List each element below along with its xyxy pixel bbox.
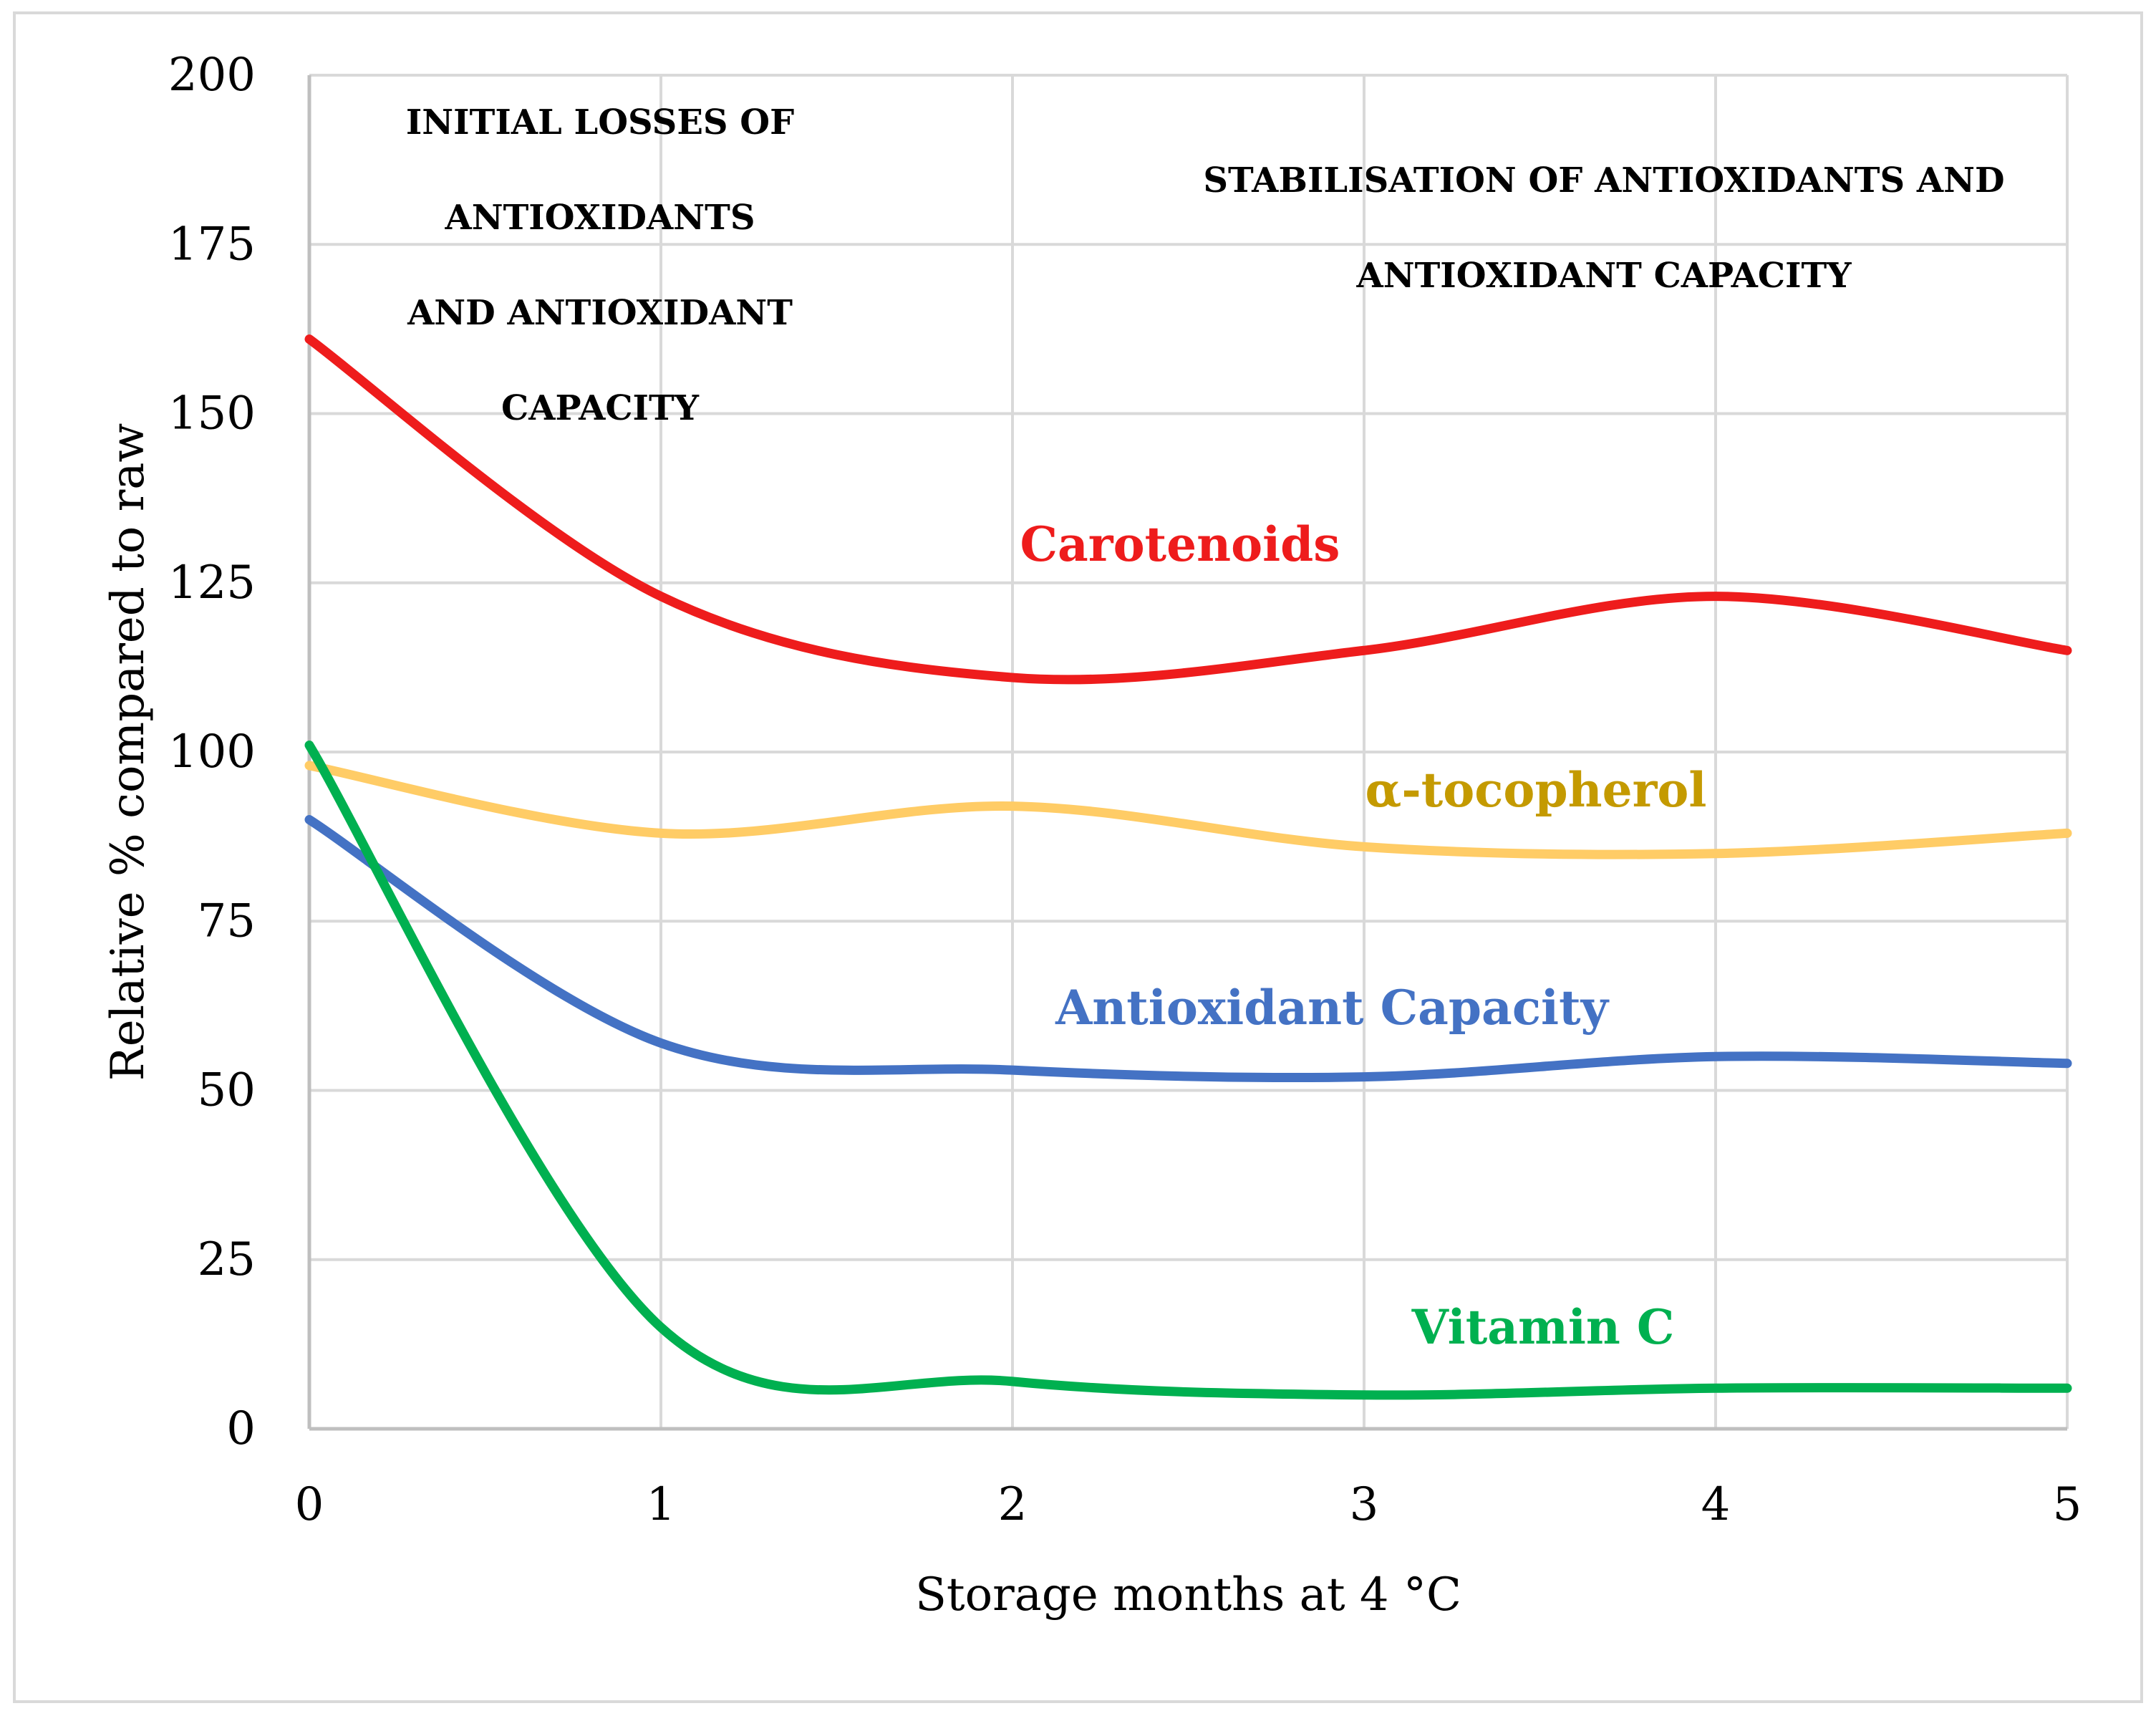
y-tick-labels: 0 25 50 75 100 125 150 175 200 [168,49,256,1455]
y-axis-title: Relative % compared to raw [102,423,155,1081]
y-tick-label: 75 [198,895,256,948]
x-tick-label: 5 [2053,1478,2082,1531]
x-tick-label: 2 [998,1478,1028,1531]
annotation-line: ANTIOXIDANT CAPACITY [1355,256,1852,296]
x-axis-title: Storage months at 4 °C [915,1568,1461,1621]
y-tick-label: 50 [198,1064,256,1117]
series-line-alpha-tocopherol [304,761,2072,859]
series-label-carotenoids: Carotenoids [1020,516,1340,572]
series-line-carotenoids [304,334,2072,685]
y-tick-label: 100 [168,726,256,779]
x-tick-label: 1 [647,1478,676,1531]
y-tick-label: 175 [168,218,256,271]
x-tick-labels: 0 1 2 3 4 5 [295,1478,2082,1531]
y-tick-label: 200 [168,49,256,102]
x-tick-label: 4 [1701,1478,1731,1531]
series-label-vitamin-c: Vitamin C [1411,1299,1675,1355]
series-label-antioxidant-capacity: Antioxidant Capacity [1055,980,1610,1036]
annotations: INITIAL LOSSES OF ANTIOXIDANTS AND ANTIOXI… [406,102,2005,428]
annotation-line: CAPACITY [501,388,700,428]
annotation-line: INITIAL LOSSES OF [406,102,794,143]
y-tick-label: 125 [168,556,256,609]
y-tick-label: 150 [168,387,256,440]
series-label-alpha-tocopherol: α-tocopherol [1365,762,1707,818]
x-tick-label: 0 [295,1478,324,1531]
annotation-line: STABILISATION OF ANTIOXIDANTS AND [1203,160,2004,201]
series-lines [304,334,2072,1400]
series-line-vitamin-c [304,741,2072,1400]
series-labels: Carotenoids α-tocopherol Antioxidant Capac… [1020,516,1707,1355]
annotation-line: AND ANTIOXIDANT [407,293,793,333]
series-line-antioxidant-capacity [304,815,2072,1083]
annotation-line: ANTIOXIDANTS [444,198,755,238]
x-tick-label: 3 [1350,1478,1379,1531]
y-tick-label: 25 [198,1233,256,1286]
y-tick-label: 0 [226,1402,256,1455]
